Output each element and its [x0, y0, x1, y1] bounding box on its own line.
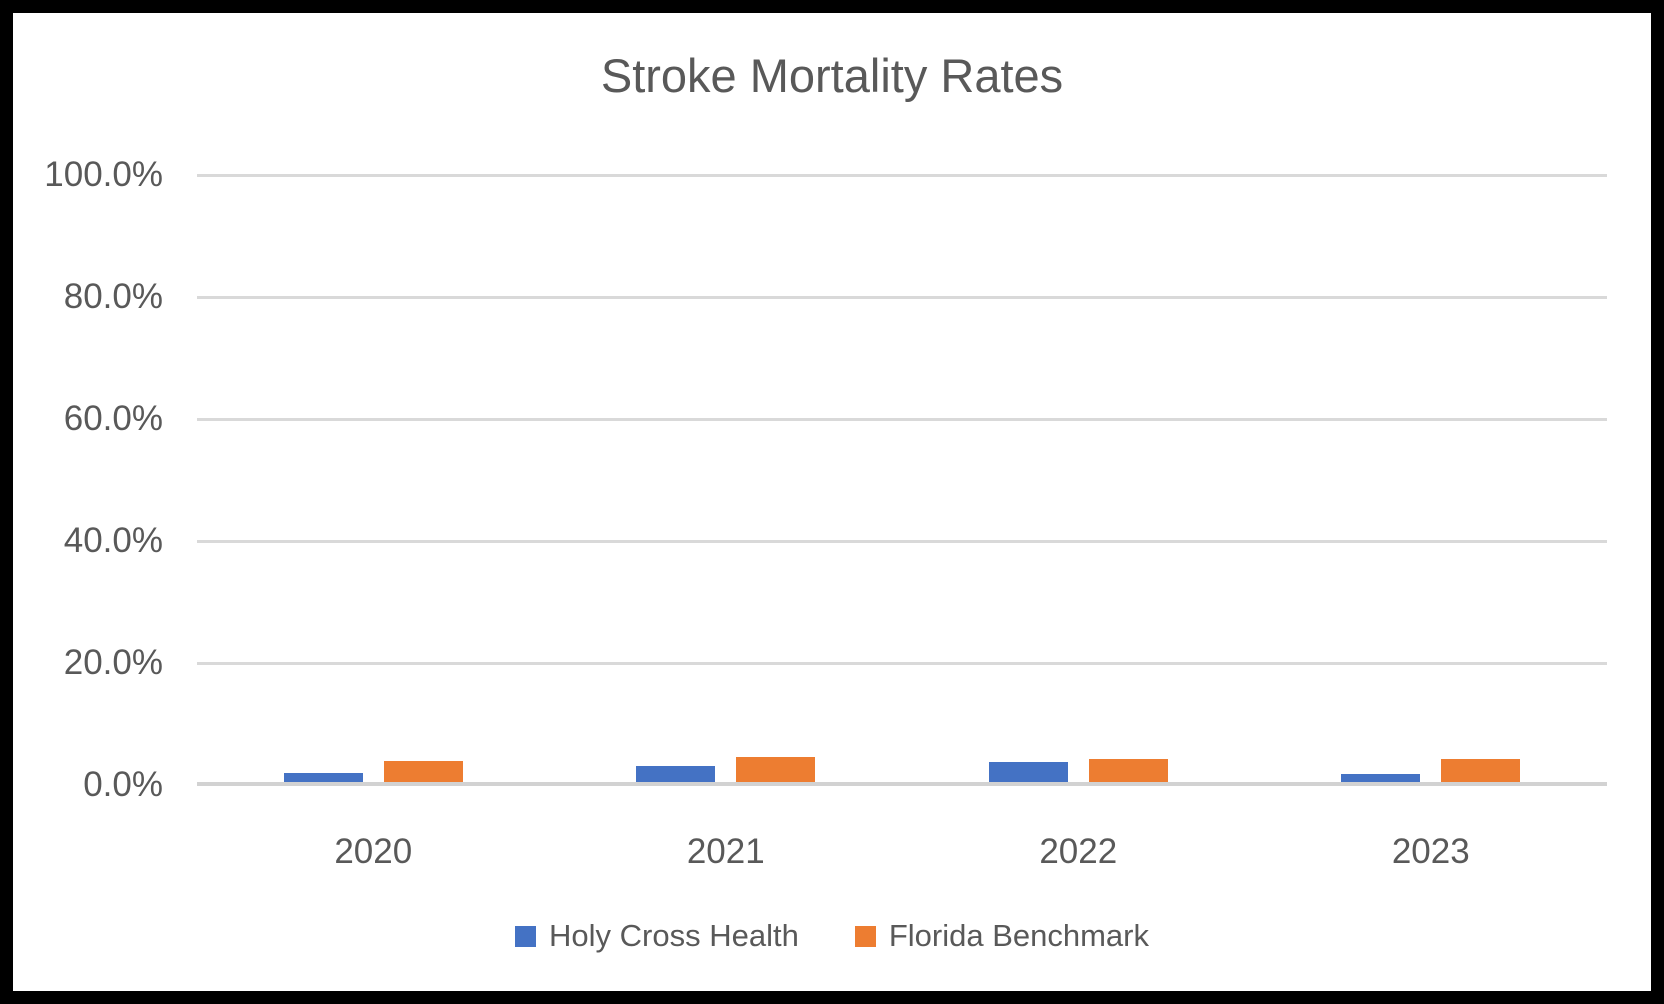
y-axis-label-80-0-: 80.0%: [63, 277, 163, 316]
legend-swatch-florida-benchmark: [854, 925, 876, 947]
x-axis-label-2023: 2023: [1391, 832, 1470, 871]
x-axis-line: [197, 782, 1607, 786]
y-axis-label-0-0-: 0.0%: [83, 765, 163, 804]
bar-holy-cross-health-2022: [988, 761, 1068, 782]
y-axis-label-100-0-: 100.0%: [44, 155, 163, 194]
gridline-20-0-: [197, 662, 1607, 665]
gridline-40-0-: [197, 540, 1607, 543]
y-axis-label-60-0-: 60.0%: [63, 399, 163, 438]
plot-area: [197, 174, 1607, 786]
y-axis-label-20-0-: 20.0%: [63, 643, 163, 682]
bar-florida-benchmark-2020: [383, 760, 463, 782]
legend-item-holy-cross-health: Holy Cross Health: [515, 918, 799, 954]
bar-florida-benchmark-2023: [1441, 759, 1521, 782]
chart-title: Stroke Mortality Rates: [600, 49, 1064, 102]
y-axis-label-40-0-: 40.0%: [63, 521, 163, 560]
gridline-80-0-: [197, 296, 1607, 299]
x-axis-label-2022: 2022: [1039, 832, 1118, 871]
bar-florida-benchmark-2021: [736, 757, 816, 782]
gridline-100-0-: [197, 174, 1607, 177]
legend: Holy Cross Health Florida Benchmark: [13, 918, 1651, 954]
bar-holy-cross-health-2023: [1341, 774, 1421, 782]
bar-florida-benchmark-2022: [1088, 759, 1168, 782]
bar-holy-cross-health-2021: [636, 766, 716, 782]
gridline-60-0-: [197, 418, 1607, 421]
legend-item-florida-benchmark: Florida Benchmark: [854, 918, 1149, 954]
legend-label-florida-benchmark: Florida Benchmark: [888, 918, 1149, 953]
x-axis-label-2021: 2021: [686, 832, 765, 871]
bar-holy-cross-health-2020: [283, 773, 363, 782]
legend-label-holy-cross-health: Holy Cross Health: [549, 918, 799, 953]
x-axis-label-2020: 2020: [334, 832, 413, 871]
legend-swatch-holy-cross-health: [515, 925, 537, 947]
